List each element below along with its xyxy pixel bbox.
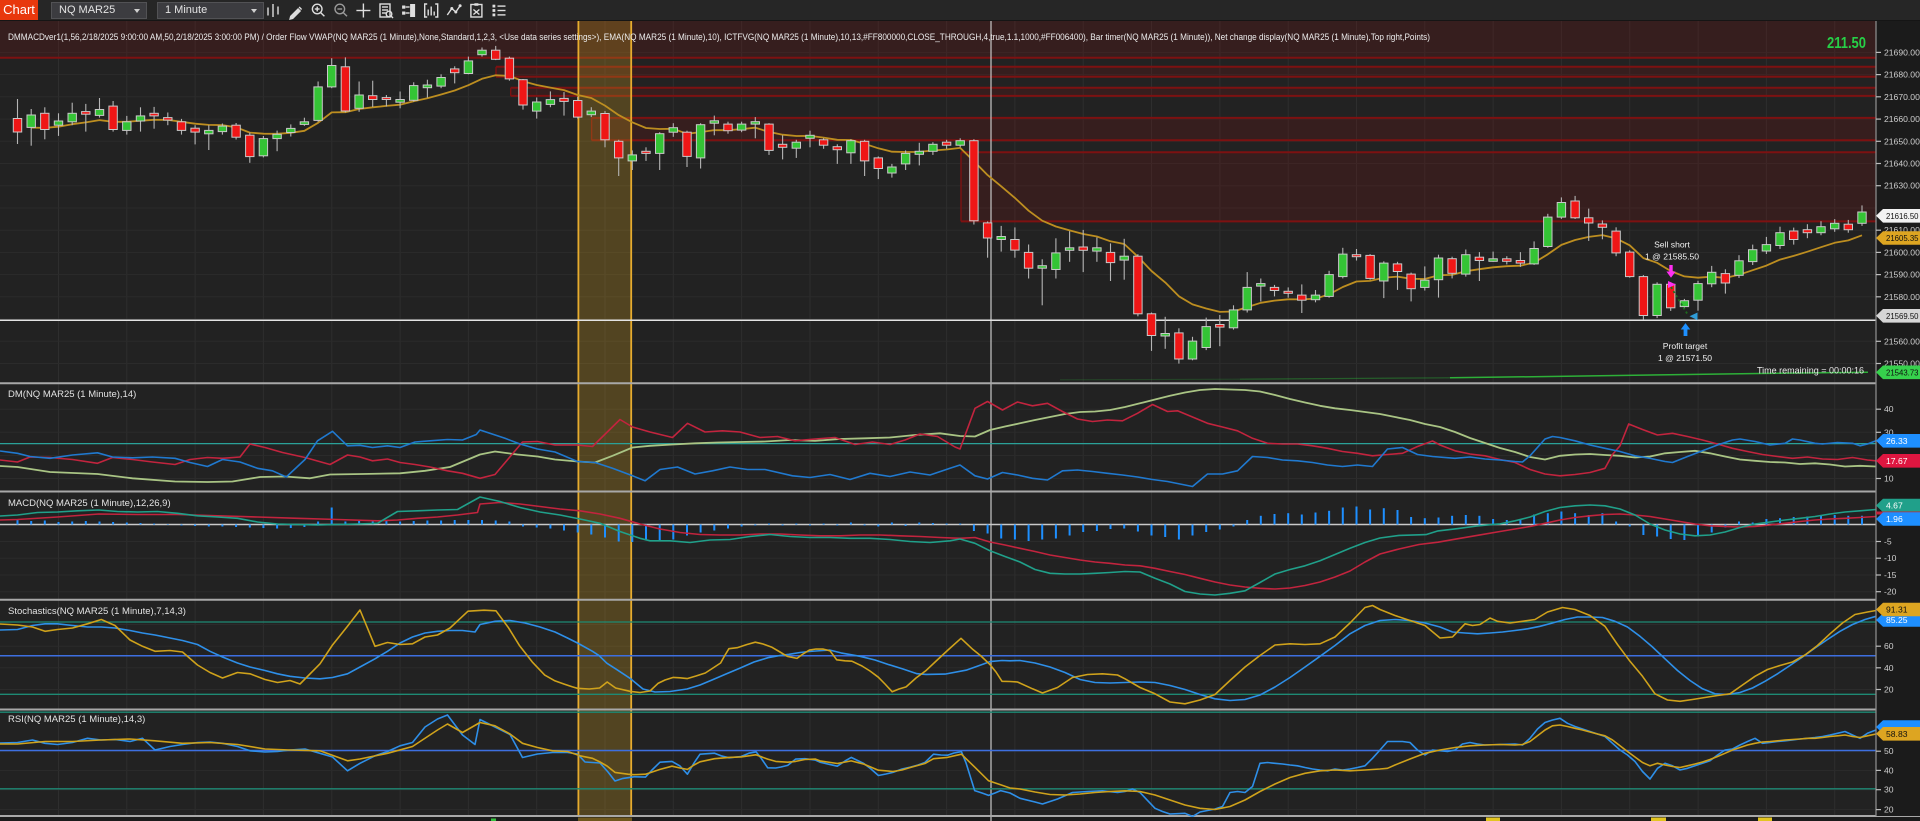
svg-text:40: 40 [1884, 404, 1894, 414]
svg-text:21660.00: 21660.00 [1884, 114, 1920, 124]
svg-text:21569.50: 21569.50 [1886, 311, 1919, 321]
svg-text:MACD(NQ MAR25 (1 Minute),12,26: MACD(NQ MAR25 (1 Minute),12,26,9) [8, 498, 171, 509]
svg-text:50: 50 [1884, 746, 1894, 756]
svg-text:4.67: 4.67 [1886, 501, 1903, 511]
svg-text:-15: -15 [1884, 570, 1897, 580]
svg-text:DM(NQ MAR25 (1 Minute),14): DM(NQ MAR25 (1 Minute),14) [8, 389, 136, 400]
svg-text:1 @ 21585.50: 1 @ 21585.50 [1645, 252, 1699, 262]
svg-text:20: 20 [1884, 805, 1894, 815]
svg-text:21640.00: 21640.00 [1884, 159, 1920, 169]
svg-text:60: 60 [1884, 641, 1894, 651]
svg-text:Time remaining = 00:00:16: Time remaining = 00:00:16 [1757, 366, 1864, 376]
svg-text:30: 30 [1884, 427, 1894, 437]
svg-text:58.83: 58.83 [1886, 729, 1908, 739]
svg-text:30: 30 [1884, 785, 1894, 795]
svg-text:17.67: 17.67 [1886, 456, 1908, 466]
svg-text:Profit target: Profit target [1663, 341, 1708, 351]
svg-text:211.50: 211.50 [1827, 35, 1866, 52]
svg-text:21543.73: 21543.73 [1886, 367, 1919, 377]
svg-text:21560.00: 21560.00 [1884, 336, 1920, 346]
svg-text:21650.00: 21650.00 [1884, 136, 1920, 146]
svg-text:21600.00: 21600.00 [1884, 247, 1920, 257]
svg-text:21630.00: 21630.00 [1884, 181, 1920, 191]
svg-text:40: 40 [1884, 663, 1894, 673]
svg-text:-20: -20 [1884, 587, 1897, 597]
svg-text:91.31: 91.31 [1886, 605, 1908, 615]
svg-text:21610.00: 21610.00 [1884, 225, 1920, 235]
svg-text:21690.00: 21690.00 [1884, 47, 1920, 57]
svg-text:20: 20 [1884, 685, 1894, 695]
svg-text:40: 40 [1884, 765, 1894, 775]
svg-text:21605.35: 21605.35 [1886, 233, 1919, 243]
svg-text:1.96: 1.96 [1886, 514, 1903, 524]
svg-text:21550.00: 21550.00 [1884, 359, 1920, 369]
svg-text:21580.00: 21580.00 [1884, 292, 1920, 302]
svg-text:DMMACDver1(1,56,2/18/2025 9:00: DMMACDver1(1,56,2/18/2025 9:00:00 AM,50,… [8, 32, 1430, 42]
svg-text:10: 10 [1884, 474, 1894, 484]
svg-text:1 @ 21571.50: 1 @ 21571.50 [1658, 353, 1712, 363]
svg-text:21616.50: 21616.50 [1886, 211, 1919, 221]
svg-text:-5: -5 [1884, 537, 1892, 547]
svg-text:Sell short: Sell short [1654, 240, 1690, 250]
svg-text:21670.00: 21670.00 [1884, 92, 1920, 102]
svg-text:21590.00: 21590.00 [1884, 270, 1920, 280]
svg-text:21680.00: 21680.00 [1884, 70, 1920, 80]
svg-text:Stochastics(NQ MAR25 (1 Minute: Stochastics(NQ MAR25 (1 Minute),7,14,3) [8, 606, 186, 617]
svg-text:85.25: 85.25 [1886, 615, 1908, 625]
svg-text:-10: -10 [1884, 553, 1897, 563]
svg-text:26.33: 26.33 [1886, 436, 1908, 446]
svg-text:RSI(NQ MAR25 (1 Minute),14,3): RSI(NQ MAR25 (1 Minute),14,3) [8, 714, 145, 725]
